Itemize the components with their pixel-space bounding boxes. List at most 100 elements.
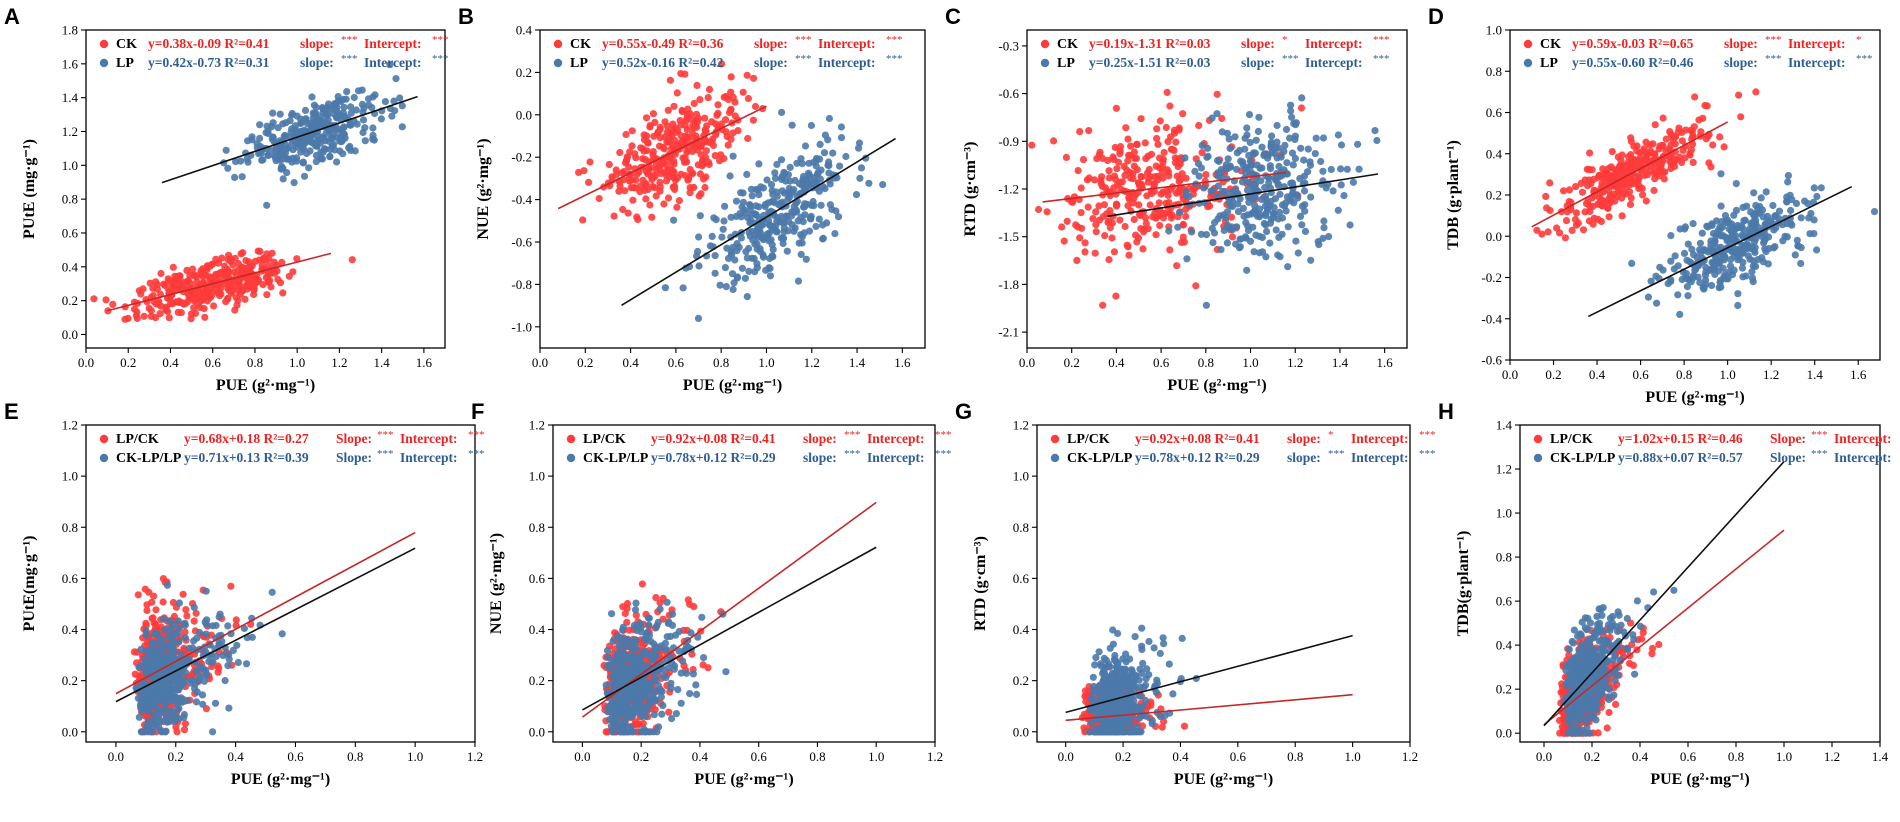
point-lp xyxy=(1320,217,1328,225)
intercept-significance: *** xyxy=(935,448,952,460)
point-ck xyxy=(1562,217,1571,225)
point-ck xyxy=(258,261,266,270)
point-ck xyxy=(678,106,686,115)
fit-line-ck-lp-lp xyxy=(581,546,877,711)
point-ck xyxy=(648,213,656,221)
point-ck xyxy=(1130,215,1138,224)
point-lp xyxy=(733,274,741,282)
point-ck xyxy=(677,170,685,178)
point-ck xyxy=(1155,199,1163,207)
point-lp xyxy=(1253,212,1261,220)
point-lp xyxy=(1349,178,1357,186)
point-lp xyxy=(284,144,293,152)
point-lp xyxy=(340,130,348,138)
point-lp xyxy=(726,172,734,180)
point-lp xyxy=(753,264,761,272)
point-ck-lp-lp xyxy=(677,699,685,707)
x-tick-label: 1.0 xyxy=(289,355,305,370)
point-lp xyxy=(386,61,394,69)
point-ck xyxy=(1572,209,1581,217)
intercept-significance: *** xyxy=(1856,53,1873,65)
fit-line-ck xyxy=(1531,121,1729,228)
point-lp xyxy=(1242,219,1250,227)
fit-line-lp xyxy=(1587,185,1853,318)
point-ck xyxy=(1112,104,1120,112)
point-lp xyxy=(771,199,779,207)
point-ck xyxy=(1137,225,1145,233)
point-ck xyxy=(686,189,694,197)
point-ck xyxy=(749,116,758,124)
point-lp-ck xyxy=(699,661,707,669)
point-lp-ck xyxy=(173,728,181,736)
point-lp xyxy=(1700,285,1708,293)
point-ck xyxy=(239,287,247,295)
point-ck xyxy=(1651,175,1659,183)
point-lp xyxy=(757,230,765,238)
x-axis-label: PUE (g²·mg⁻¹) xyxy=(683,377,782,394)
point-ck xyxy=(1136,210,1144,219)
point-ck xyxy=(1163,88,1171,96)
point-ck xyxy=(579,216,587,224)
point-lp-ck xyxy=(1158,723,1166,731)
point-lp xyxy=(813,156,821,164)
point-ck xyxy=(722,128,730,136)
slope-significance: * xyxy=(1282,34,1288,46)
point-ck xyxy=(237,250,245,258)
equation-ck: y=0.19x-1.31 R²=0.03 xyxy=(1089,36,1211,51)
x-tick-label: 0.0 xyxy=(1502,367,1518,382)
point-lp xyxy=(1769,201,1777,210)
intercept-label: Intercept: xyxy=(364,36,421,51)
point-lp xyxy=(737,213,745,221)
point-lp xyxy=(767,181,776,189)
point-lp xyxy=(729,152,737,160)
x-tick-label: 0.2 xyxy=(633,749,649,764)
point-ck xyxy=(1618,212,1626,220)
point-lp xyxy=(798,239,806,247)
point-lp xyxy=(743,170,751,178)
point-ck xyxy=(190,304,198,312)
point-ck-lp-lp xyxy=(192,698,201,706)
point-ck-lp-lp xyxy=(607,722,615,730)
point-lp xyxy=(1198,141,1206,149)
point-ck-lp-lp xyxy=(679,657,687,665)
point-lp xyxy=(716,281,724,289)
point-ck xyxy=(683,125,691,133)
equation-lp: y=0.42x-0.73 R²=0.31 xyxy=(148,55,270,70)
point-lp-ck xyxy=(192,609,200,617)
point-ck-lp-lp xyxy=(649,691,657,699)
y-tick-label: 0.4 xyxy=(529,622,546,637)
point-ck xyxy=(654,129,662,137)
point-lp xyxy=(369,124,377,132)
point-ck-lp-lp xyxy=(639,689,648,698)
point-lp xyxy=(1743,202,1751,210)
panel-letter: D xyxy=(1428,4,1444,29)
point-ck xyxy=(705,85,714,93)
x-axis-label: PUE (g²·mg⁻¹) xyxy=(694,771,793,788)
point-lp xyxy=(1647,277,1655,285)
point-ck-lp-lp xyxy=(635,700,643,708)
point-lp xyxy=(262,129,270,137)
point-lp xyxy=(1284,223,1292,231)
point-ck xyxy=(1605,213,1613,221)
point-ck-lp-lp xyxy=(159,657,167,665)
point-ck-lp-lp xyxy=(224,622,232,630)
y-tick-label: 0.4 xyxy=(62,259,79,274)
point-ck-lp-lp xyxy=(150,658,158,666)
point-ck xyxy=(646,123,654,131)
intercept-significance: *** xyxy=(886,53,903,65)
point-lp xyxy=(1300,156,1308,164)
point-ck-lp-lp xyxy=(175,638,183,646)
point-ck xyxy=(1162,199,1170,207)
point-ck xyxy=(1156,117,1164,125)
point-lp xyxy=(1231,133,1239,141)
y-tick-label: 0.2 xyxy=(62,673,78,688)
point-ck xyxy=(1599,165,1607,173)
point-ck xyxy=(264,277,272,286)
point-lp xyxy=(1278,201,1287,209)
fit-line-lp-ck xyxy=(115,531,416,695)
legend-marker-ck-lp-lp xyxy=(566,453,576,463)
point-ck xyxy=(1174,163,1182,171)
point-ck-lp-lp xyxy=(645,614,653,622)
y-tick-label: -1.0 xyxy=(511,319,532,334)
point-ck xyxy=(147,312,155,320)
